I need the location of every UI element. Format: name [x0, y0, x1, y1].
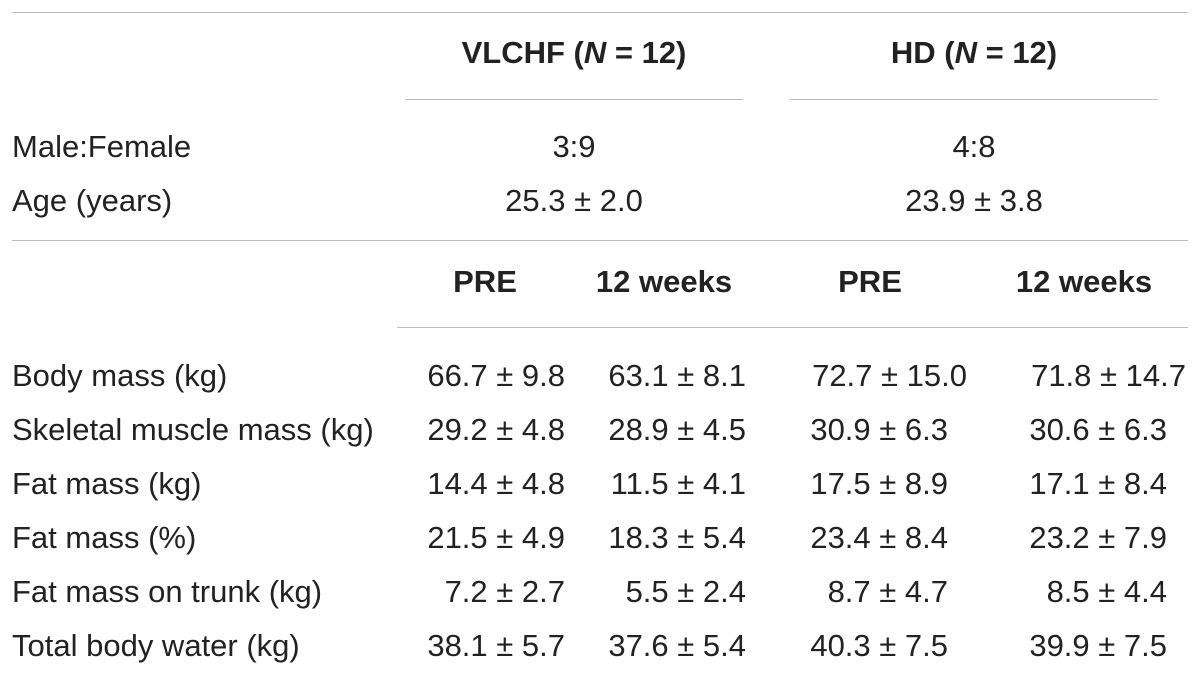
hd-header-rule: [790, 99, 1158, 100]
measure-value-vlchf-pre: 66.7 ± 9.8: [427, 358, 565, 393]
measure-value-hd-12weeks: 71.8 ± 14.7: [1031, 358, 1186, 393]
measure-label: Fat mass on trunk (kg): [12, 574, 323, 609]
measure-label: Fat mass (%): [12, 520, 197, 555]
measure-value-hd-pre: 30.9 ± 6.3: [810, 412, 948, 447]
measure-value-vlchf-12weeks: 28.9 ± 4.5: [608, 412, 746, 447]
measure-value-vlchf-pre: 7.2 ± 2.7: [444, 574, 565, 609]
demographic-value-vlchf: 3:9: [552, 129, 596, 164]
vlchf-header-rule: [405, 99, 743, 100]
group-header-vlchf: VLCHF (N = 12): [461, 35, 687, 70]
measure-value-hd-12weeks: 39.9 ± 7.5: [1029, 628, 1167, 663]
group-header-hd: HD (N = 12): [890, 35, 1058, 70]
demographic-value-vlchf: 25.3 ± 2.0: [505, 183, 643, 218]
measure-value-hd-12weeks: 8.5 ± 4.4: [1046, 574, 1167, 609]
measure-label: Body mass (kg): [12, 358, 228, 393]
measure-value-hd-12weeks: 17.1 ± 8.4: [1029, 466, 1167, 501]
demographic-value-hd: 23.9 ± 3.8: [905, 183, 1043, 218]
time-header-vlchf-12weeks: 12 weeks: [595, 264, 733, 299]
measure-value-vlchf-12weeks: 11.5 ± 4.1: [610, 466, 746, 501]
measure-value-hd-12weeks: 30.6 ± 6.3: [1029, 412, 1167, 447]
measure-value-hd-pre: 72.7 ± 15.0: [812, 358, 967, 393]
measure-label: Total body water (kg): [12, 628, 300, 663]
measure-value-vlchf-12weeks: 5.5 ± 2.4: [625, 574, 746, 609]
measure-value-hd-pre: 17.5 ± 8.9: [810, 466, 948, 501]
measure-value-vlchf-pre: 21.5 ± 4.9: [427, 520, 565, 555]
measure-value-hd-pre: 8.7 ± 4.7: [827, 574, 948, 609]
measure-label: Fat mass (kg): [12, 466, 202, 501]
time-header-vlchf-pre: PRE: [453, 264, 517, 299]
time-header-rule: [397, 327, 1188, 328]
measure-value-hd-pre: 23.4 ± 8.4: [810, 520, 948, 555]
measure-value-hd-12weeks: 23.2 ± 7.9: [1029, 520, 1167, 555]
time-header-hd-pre: PRE: [838, 264, 902, 299]
measure-value-vlchf-12weeks: 63.1 ± 8.1: [608, 358, 746, 393]
measure-label: Skeletal muscle mass (kg): [12, 412, 374, 447]
measure-value-vlchf-pre: 29.2 ± 4.8: [427, 412, 565, 447]
measure-value-vlchf-pre: 14.4 ± 4.8: [427, 466, 565, 501]
time-header-hd-12weeks: 12 weeks: [1015, 264, 1153, 299]
demographic-value-hd: 4:8: [952, 129, 996, 164]
measure-value-vlchf-12weeks: 18.3 ± 5.4: [608, 520, 746, 555]
top-rule: [12, 12, 1188, 13]
section-divider-rule: [12, 240, 1188, 241]
measure-value-hd-pre: 40.3 ± 7.5: [810, 628, 948, 663]
demographic-label: Age (years): [12, 183, 173, 218]
measure-value-vlchf-12weeks: 37.6 ± 5.4: [608, 628, 746, 663]
measure-value-vlchf-pre: 38.1 ± 5.7: [427, 628, 565, 663]
demographic-label: Male:Female: [12, 129, 192, 164]
